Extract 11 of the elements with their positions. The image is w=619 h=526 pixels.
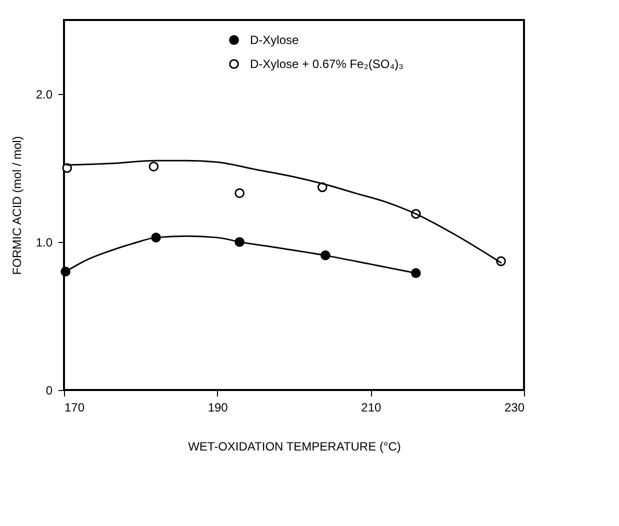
y-axis-title: FORMIC ACID (mol / mol) (10, 136, 24, 275)
y-tick-label: 0 (46, 384, 53, 398)
legend-label: D-Xylose (250, 33, 300, 47)
x-axis-title: WET-OXIDATION TEMPERATURE (°C) (188, 440, 401, 454)
y-tick-label: 2.0 (36, 88, 53, 102)
legend-label: D-Xylose + 0.67% Fe₂(SO₄)₃ (250, 57, 404, 71)
x-tick-label: 170 (64, 400, 85, 414)
y-tick-label: 1.0 (36, 236, 53, 250)
x-tick-label: 210 (361, 400, 382, 414)
x-tick-label: 230 (504, 400, 525, 414)
x-tick-label: 190 (208, 400, 228, 414)
